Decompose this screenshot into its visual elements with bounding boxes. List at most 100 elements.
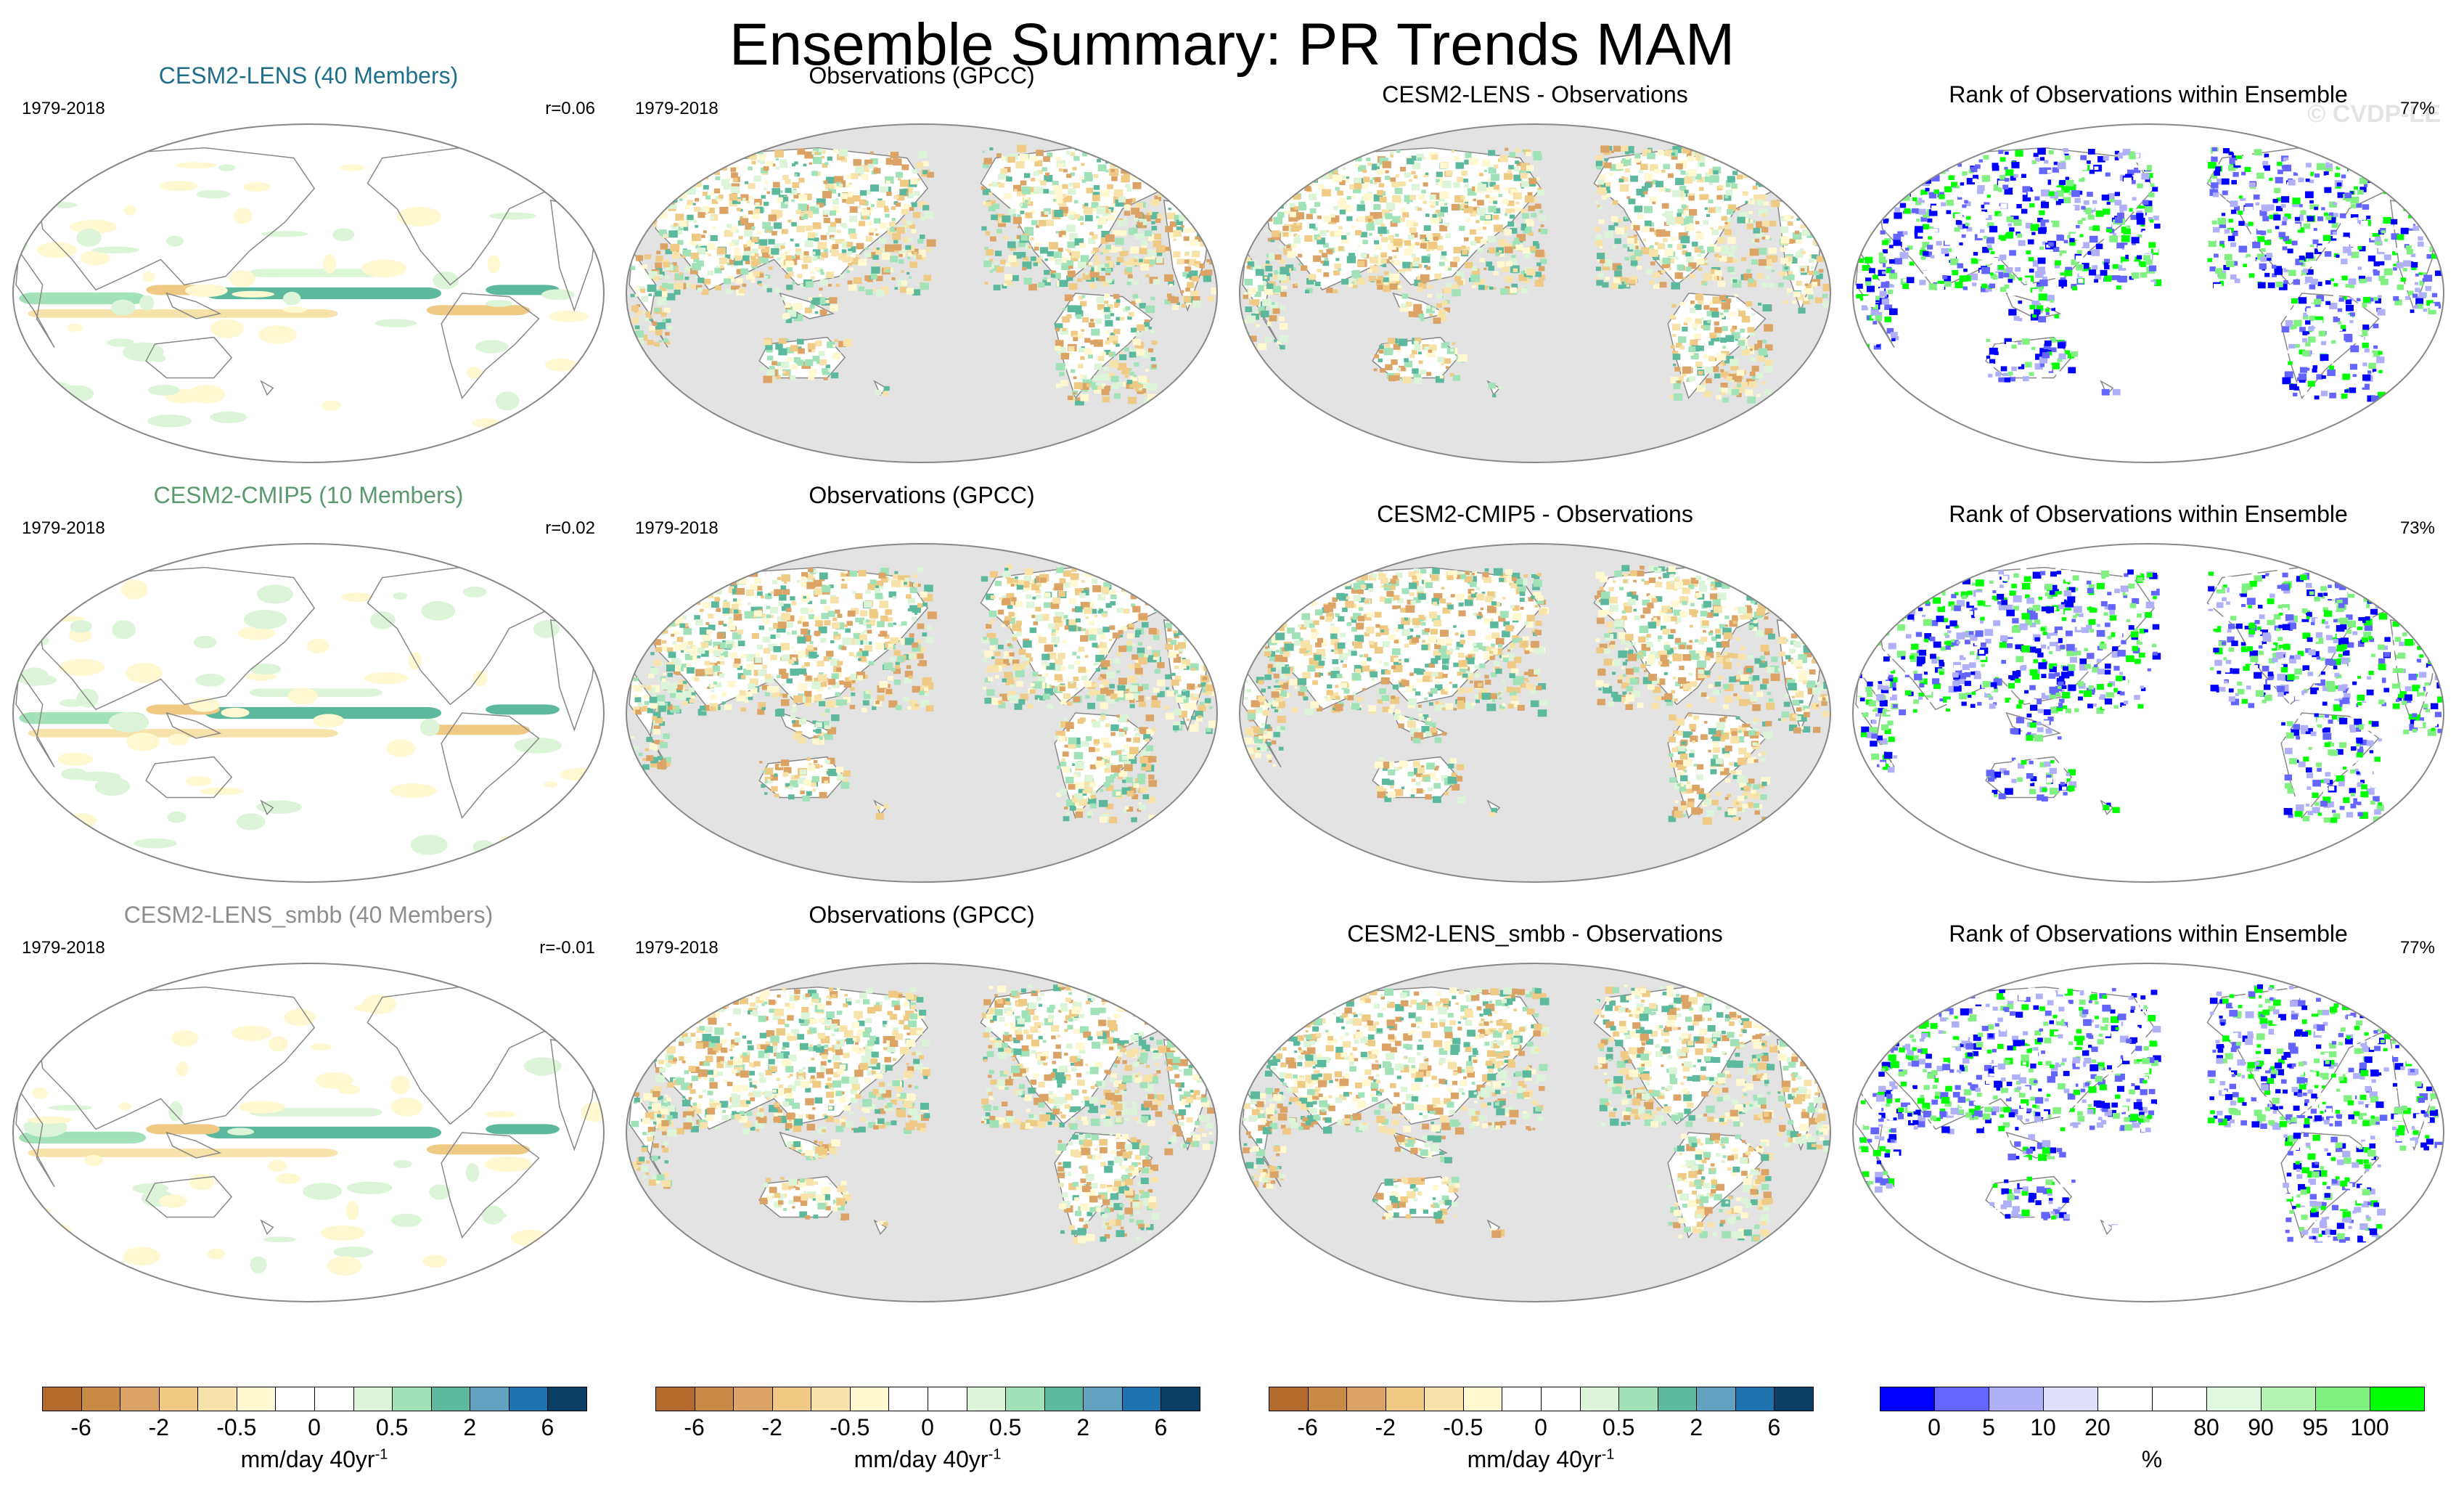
map-panel-obs-row1: Observations (GPCC) 1979-2018 xyxy=(621,61,1223,468)
colorbar-swatch xyxy=(2315,1387,2370,1411)
world-map xyxy=(626,123,1218,463)
world-map xyxy=(626,963,1218,1302)
colorbar-swatch xyxy=(1385,1387,1425,1411)
map-panel-diff-row3: CESM2-LENS_smbb - Observations xyxy=(1234,900,1836,1307)
colorbar-swatch xyxy=(1774,1387,1814,1411)
map-outline xyxy=(1239,543,1831,883)
colorbar-swatch xyxy=(508,1387,549,1411)
map-outline xyxy=(12,543,605,883)
colorbar-swatch xyxy=(1618,1387,1658,1411)
colorbar-tick-label: 6 xyxy=(1767,1414,1781,1440)
world-map xyxy=(12,963,605,1302)
colorbar-swatch xyxy=(2206,1387,2262,1411)
colorbar-swatch xyxy=(1934,1387,1989,1411)
period-label: 1979-2018 xyxy=(22,938,105,958)
map-panel-model-row2: CESM2-CMIP5 (10 Members) 1979-2018 r=0.02 xyxy=(7,481,610,887)
panel-title: CESM2-LENS - Observations xyxy=(1382,81,1688,107)
colorbar-swatch xyxy=(1502,1387,1542,1411)
figure-title: Ensemble Summary: PR Trends MAM xyxy=(729,12,1735,78)
period-label: 1979-2018 xyxy=(635,938,719,958)
colorbar-swatch xyxy=(2261,1387,2316,1411)
continent-asia xyxy=(36,147,316,291)
rank-percent: 77% xyxy=(2399,938,2435,958)
map-panel-model-row1: CESM2-LENS (40 Members) 1979-2018 r=0.06 xyxy=(7,61,610,468)
colorbar-tick-label: -0.5 xyxy=(1443,1414,1483,1440)
colorbar-units-label: mm/day 40yr-1 xyxy=(854,1446,1002,1472)
continent-asia xyxy=(36,566,316,711)
map-outline xyxy=(12,123,605,463)
colorbar-swatch xyxy=(81,1387,121,1411)
colorbar-tick-label: 0 xyxy=(308,1414,321,1440)
panel-title: Rank of Observations within Ensemble xyxy=(1949,921,2348,947)
colorbar-swatch xyxy=(236,1387,277,1411)
colorbar-tick-label: 0.5 xyxy=(1602,1414,1635,1440)
period-label: 1979-2018 xyxy=(22,518,105,538)
map-outline xyxy=(626,963,1218,1302)
period-label: 1979-2018 xyxy=(635,518,719,538)
colorbar-tick-label: 6 xyxy=(541,1414,554,1440)
map-outline xyxy=(1239,963,1831,1302)
colorbar-swatch xyxy=(392,1387,432,1411)
colorbar-swatch xyxy=(275,1387,315,1411)
continent-samerica xyxy=(441,1132,540,1239)
map-panel-rank-row3: Rank of Observations within Ensemble 77% xyxy=(1847,900,2449,1307)
map-outline xyxy=(1852,963,2444,1302)
continent-africa xyxy=(15,669,55,767)
colorbar-swatch xyxy=(1880,1387,1935,1411)
colorbar-units-label: mm/day 40yr-1 xyxy=(240,1446,388,1472)
map-panel-diff-row2: CESM2-CMIP5 - Observations xyxy=(1234,481,1836,887)
colorbar-swatch xyxy=(1161,1387,1200,1411)
continent-seasia xyxy=(779,292,835,319)
colorbar-swatch xyxy=(2370,1387,2425,1411)
colorbar-swatch xyxy=(1424,1387,1464,1411)
colorbar-swatch xyxy=(1121,1387,1162,1411)
map-field xyxy=(1242,144,1830,404)
colorbar-swatch xyxy=(430,1387,471,1411)
world-map xyxy=(1852,123,2444,463)
colorbar-tick-label: -0.5 xyxy=(216,1414,257,1440)
colorbar-tick-label: 5 xyxy=(1982,1414,1995,1440)
panel-title: Observations (GPCC) xyxy=(809,482,1035,508)
pattern-correlation: r=0.06 xyxy=(545,99,595,118)
colorbar-swatch xyxy=(694,1387,734,1411)
map-panel-rank-row2: Rank of Observations within Ensemble 73% xyxy=(1847,481,2449,887)
colorbar-swatch xyxy=(1989,1387,2044,1411)
colorbar-swatch xyxy=(966,1387,1007,1411)
colorbar-swatch xyxy=(1269,1387,1309,1411)
colorbar-swatch xyxy=(158,1387,199,1411)
colorbar-tick-label: 20 xyxy=(2084,1414,2111,1440)
continent-australia xyxy=(145,336,233,379)
panel-title: CESM2-LENS (40 Members) xyxy=(158,62,459,89)
continent-africa xyxy=(15,1088,55,1187)
colorbar-swatch xyxy=(2043,1387,2098,1411)
rank-percent: 77% xyxy=(2399,99,2435,118)
panel-title: CESM2-CMIP5 - Observations xyxy=(1377,501,1693,527)
continent-nzealand xyxy=(260,1219,274,1236)
colorbar-swatch xyxy=(888,1387,928,1411)
colorbar-swatch xyxy=(733,1387,773,1411)
continent-asia xyxy=(36,986,316,1130)
colorbar-tick-label: 6 xyxy=(1154,1414,1168,1440)
colorbar-swatch xyxy=(1083,1387,1123,1411)
period-label: 1979-2018 xyxy=(635,99,719,118)
world-map xyxy=(1852,543,2444,883)
panel-title: CESM2-CMIP5 (10 Members) xyxy=(153,482,464,508)
colorbar-swatch xyxy=(120,1387,160,1411)
colorbar-swatch xyxy=(547,1387,587,1411)
colorbar-swatch xyxy=(1657,1387,1698,1411)
colorbar-tick-label: -2 xyxy=(761,1414,782,1440)
map-field xyxy=(13,983,604,1276)
colorbar-swatch xyxy=(1462,1387,1503,1411)
colorbar-tick-label: 95 xyxy=(2302,1414,2328,1440)
colorbar-swatch xyxy=(1579,1387,1620,1411)
map-outline xyxy=(12,963,605,1302)
continent-nzealand xyxy=(260,799,274,816)
map-panel-rank-row1: Rank of Observations within Ensemble 77% xyxy=(1847,61,2449,468)
colorbar-tick-label: 80 xyxy=(2193,1414,2219,1440)
colorbar-tick-label: 2 xyxy=(1690,1414,1703,1440)
map-field xyxy=(629,563,1217,823)
colorbar-swatch xyxy=(2152,1387,2207,1411)
colorbar-swatch xyxy=(470,1387,509,1411)
colorbar-units-label: mm/day 40yr-1 xyxy=(1467,1446,1615,1472)
world-map xyxy=(12,543,605,883)
